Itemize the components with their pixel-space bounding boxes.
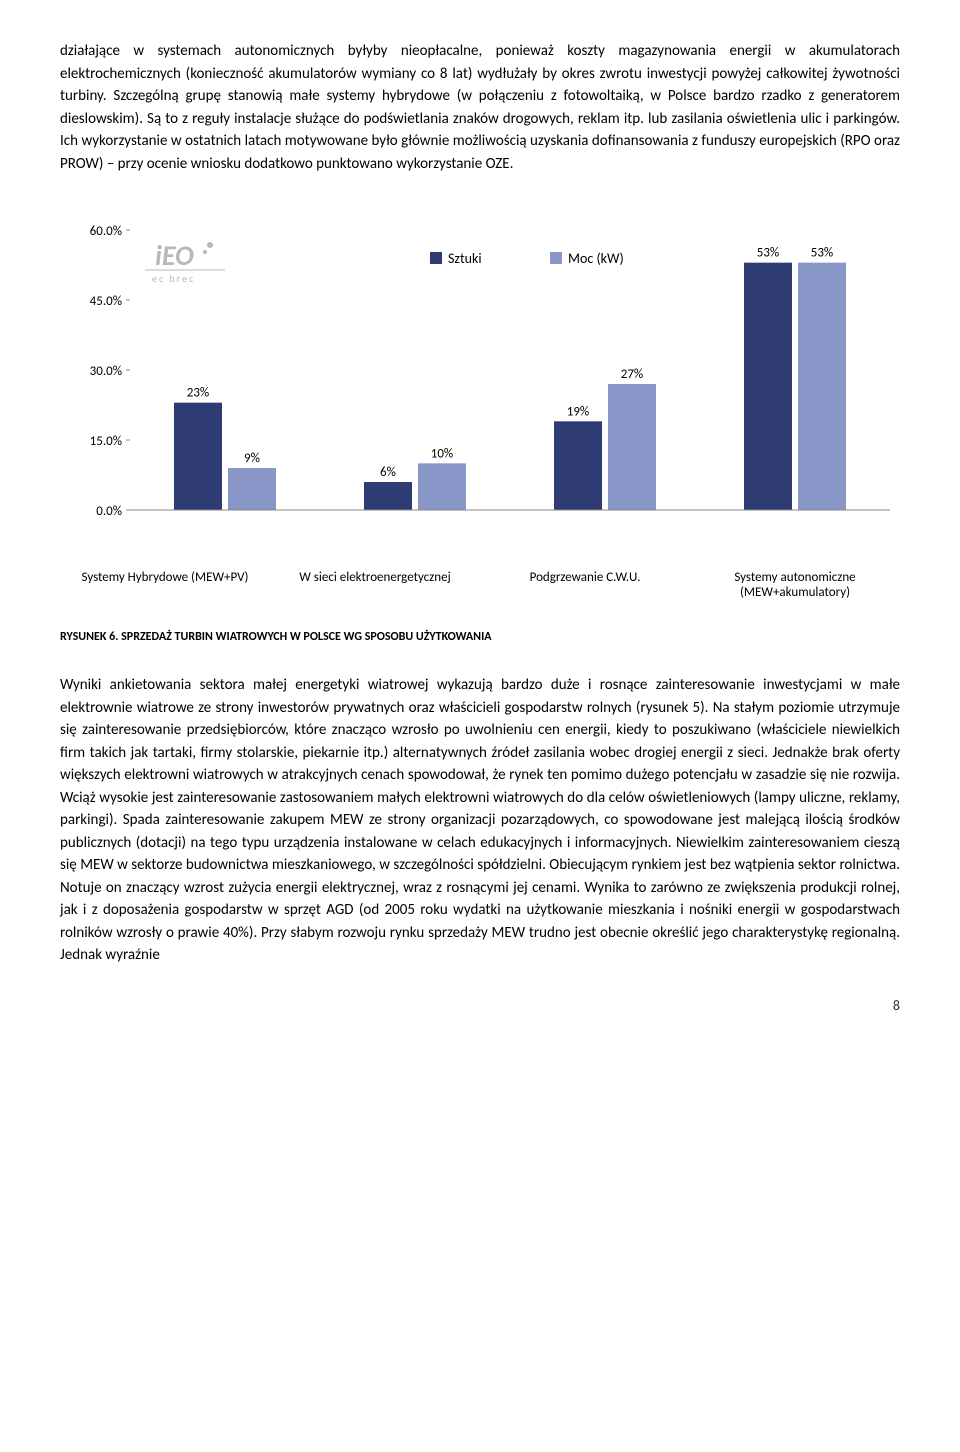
y-tick-label: 45.0%	[90, 294, 122, 309]
bar-series1	[744, 263, 792, 510]
bar-label: 6%	[380, 465, 396, 480]
chart-legend: Sztuki Moc (kW)	[430, 250, 624, 267]
bar-series2	[418, 463, 466, 510]
bar-label: 53%	[811, 246, 833, 261]
logo-bottom: ec brec	[152, 272, 195, 285]
paragraph-2: Wyniki ankietowania sektora małej energe…	[60, 674, 900, 967]
bar-label: 9%	[244, 451, 260, 466]
legend-box-2	[550, 252, 562, 264]
bar-chart: 0.0% 15.0% 30.0% 45.0% 60.0% iEO ec brec Szt…	[60, 195, 900, 545]
legend-label-2: Moc (kW)	[568, 250, 624, 267]
bar-label: 27%	[621, 367, 643, 382]
bar-series2	[798, 263, 846, 510]
legend-label-1: Sztuki	[448, 250, 482, 267]
bar-series1	[174, 403, 222, 510]
chart-svg: 0.0% 15.0% 30.0% 45.0% 60.0% iEO ec brec Szt…	[60, 195, 900, 545]
legend-box-1	[430, 252, 442, 264]
y-tick-label: 60.0%	[90, 224, 122, 239]
bar-label: 23%	[187, 386, 209, 401]
category-label: W sieci elektroenergetycznej	[270, 570, 480, 600]
category-label: Systemy Hybrydowe (MEW+PV)	[60, 570, 270, 600]
figure-caption: RYSUNEK 6. SPRZEDAŻ TURBIN WIATROWYCH W …	[60, 630, 900, 644]
paragraph-1: działające w systemach autonomicznych by…	[60, 40, 900, 175]
category-label: Systemy autonomiczne (MEW+akumulatory)	[690, 570, 900, 600]
logo-icon: iEO ec brec	[145, 238, 225, 285]
bar-series1	[554, 421, 602, 510]
logo-top: iEO	[155, 238, 194, 273]
category-label: Podgrzewanie C.W.U.	[480, 570, 690, 600]
bar-label: 19%	[567, 404, 589, 419]
y-tick-label: 0.0%	[96, 504, 122, 519]
bar-label: 53%	[757, 246, 779, 261]
y-tick-label: 30.0%	[90, 364, 122, 379]
chart-categories: Systemy Hybrydowe (MEW+PV) W sieci elekt…	[60, 570, 900, 600]
bar-label: 10%	[431, 446, 453, 461]
page-number: 8	[60, 997, 900, 1014]
bar-series1	[364, 482, 412, 510]
bar-series2	[608, 384, 656, 510]
bar-series2	[228, 468, 276, 510]
y-tick-label: 15.0%	[90, 434, 122, 449]
